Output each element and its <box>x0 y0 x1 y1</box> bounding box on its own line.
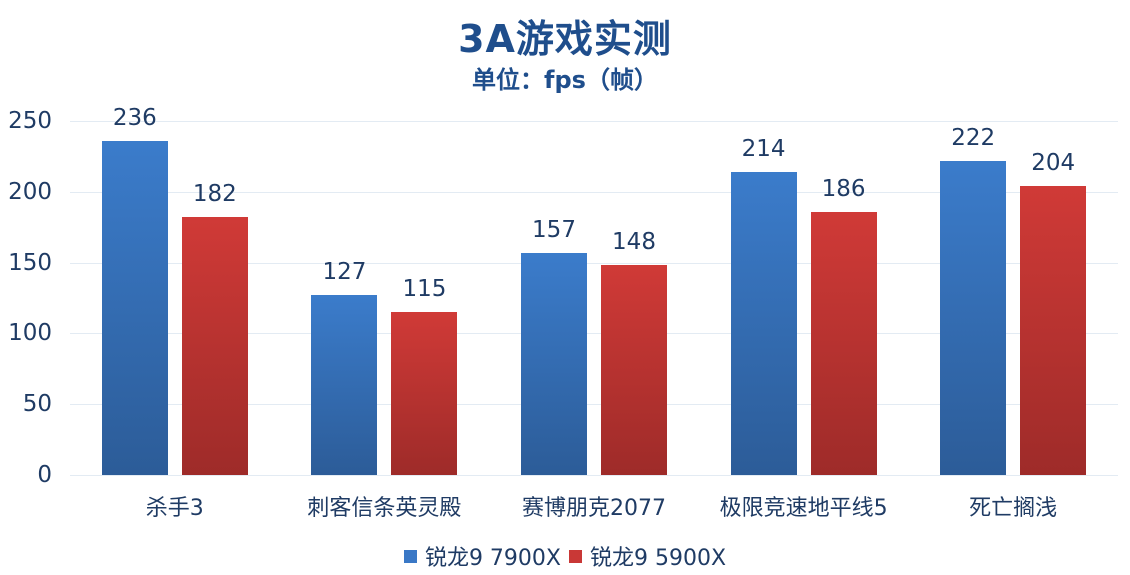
y-tick-label: 0 <box>37 462 52 488</box>
y-tick-label: 150 <box>8 249 52 276</box>
gridline <box>70 121 1118 122</box>
value-label: 157 <box>532 216 576 243</box>
bar[interactable] <box>311 295 378 475</box>
bar[interactable] <box>601 265 667 475</box>
value-label: 222 <box>951 124 996 151</box>
bar[interactable] <box>1020 186 1087 475</box>
x-tick-label: 刺客信条英灵殿 <box>307 496 462 521</box>
legend: 锐龙9 7900X 锐龙9 5900X <box>0 540 1130 572</box>
gridline <box>70 262 1118 264</box>
chart-subtitle: 单位：fps（帧） <box>472 66 658 94</box>
legend-swatch-icon <box>569 549 582 563</box>
x-tick-label: 极限竞速地平线5 <box>719 496 888 521</box>
bar[interactable] <box>101 140 168 475</box>
value-label: 127 <box>322 259 367 286</box>
value-label: 214 <box>741 135 786 162</box>
value-label: 148 <box>612 229 656 256</box>
legend-swatch-icon <box>403 549 417 563</box>
y-tick-label: 100 <box>8 320 52 347</box>
y-tick-label: 250 <box>8 108 52 134</box>
x-tick-label: 赛博朋克2077 <box>522 496 666 521</box>
gridline <box>70 191 1118 193</box>
gridline <box>70 404 1118 406</box>
value-label: 186 <box>821 175 866 202</box>
gridline <box>70 475 1118 476</box>
value-label: 204 <box>1031 150 1076 177</box>
y-tick-label: 50 <box>22 391 52 418</box>
legend-item-7900x[interactable]: 锐龙9 7900X <box>403 540 561 572</box>
bar[interactable] <box>810 211 877 475</box>
bar[interactable] <box>181 217 248 475</box>
gridline <box>70 333 1118 335</box>
chart-title: 3A游戏实测 <box>458 17 672 61</box>
plot-area: 0 50 100 150 200 250 236 182 127 115 157 148 214 186 2… <box>8 105 1118 488</box>
value-label: 115 <box>402 276 447 303</box>
legend-label: 锐龙9 5900X <box>590 546 727 571</box>
y-tick-label: 200 <box>8 178 52 205</box>
bar[interactable] <box>391 312 458 475</box>
x-tick-label: 死亡搁浅 <box>969 496 1058 521</box>
value-label: 182 <box>192 181 237 208</box>
bar[interactable] <box>521 252 587 475</box>
bar[interactable] <box>940 160 1007 475</box>
bar[interactable] <box>730 171 797 475</box>
legend-label: 锐龙9 7900X <box>424 546 561 571</box>
value-label: 236 <box>112 104 157 131</box>
x-tick-label: 杀手3 <box>145 496 204 521</box>
legend-item-5900x[interactable]: 锐龙9 5900X <box>569 540 726 572</box>
